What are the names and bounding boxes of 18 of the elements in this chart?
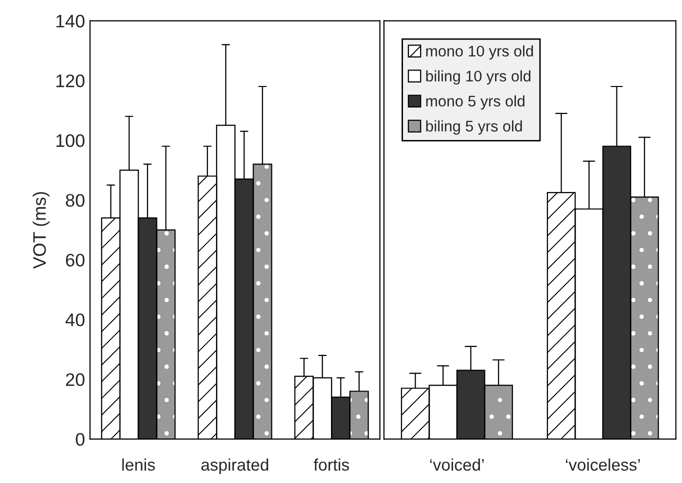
x-tick-label: ‘voiceless’ [566,458,640,471]
y-tick-label: 100 [56,134,84,147]
y-tick-label: 20 [66,373,84,386]
legend-label: biling 10 yrs old [426,70,530,85]
y-tick-label: 0 [76,432,84,446]
y-tick-label: 80 [66,194,84,207]
y-axis-title: VOT (ms) [32,192,50,269]
x-tick-label: lenis [122,458,155,471]
legend-label: biling 5 yrs old [426,120,522,135]
y-tick-label: 60 [66,254,84,267]
y-tick-label: 40 [65,313,84,326]
legend-label: mono 10 yrs old [426,45,533,60]
y-tick-label: 140 [56,14,84,28]
legend-label: mono 5 yrs old [426,95,524,110]
x-tick-label: ‘voiced’ [430,458,484,471]
x-tick-label: fortis [314,458,350,471]
x-tick-label: aspirated [201,458,268,474]
y-tick-label: 120 [56,74,84,88]
